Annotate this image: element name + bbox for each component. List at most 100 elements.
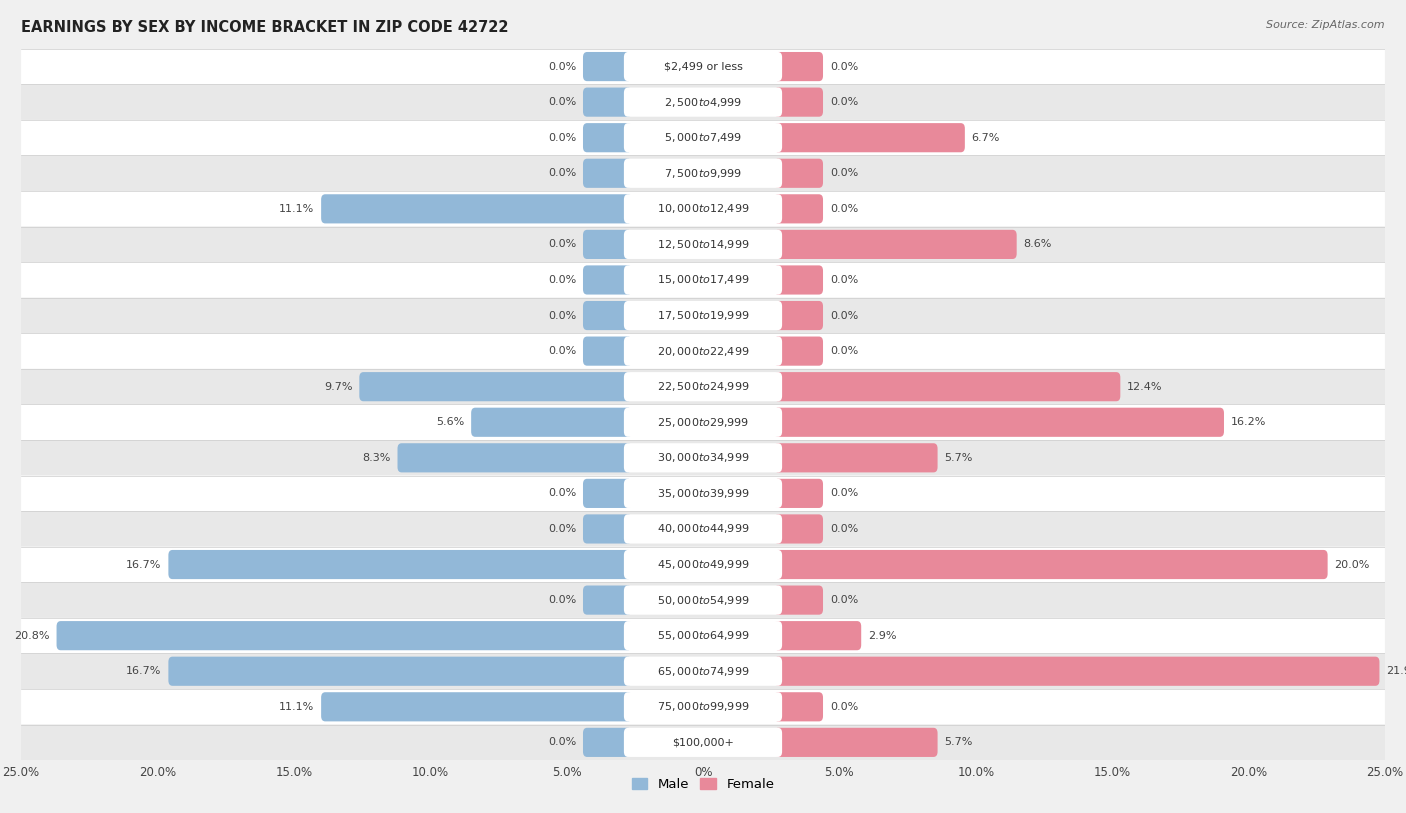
FancyBboxPatch shape xyxy=(21,618,1385,654)
FancyBboxPatch shape xyxy=(773,585,823,615)
Text: $55,000 to $64,999: $55,000 to $64,999 xyxy=(657,629,749,642)
Legend: Male, Female: Male, Female xyxy=(626,772,780,796)
FancyBboxPatch shape xyxy=(773,123,965,152)
FancyBboxPatch shape xyxy=(21,689,1385,724)
FancyBboxPatch shape xyxy=(21,298,1385,333)
FancyBboxPatch shape xyxy=(21,654,1385,689)
Text: $25,000 to $29,999: $25,000 to $29,999 xyxy=(657,415,749,428)
FancyBboxPatch shape xyxy=(624,230,782,259)
FancyBboxPatch shape xyxy=(624,372,782,402)
Text: 20.0%: 20.0% xyxy=(1334,559,1369,570)
FancyBboxPatch shape xyxy=(583,230,633,259)
Text: $12,500 to $14,999: $12,500 to $14,999 xyxy=(657,238,749,251)
Text: $65,000 to $74,999: $65,000 to $74,999 xyxy=(657,665,749,678)
Text: 0.0%: 0.0% xyxy=(830,702,858,712)
Text: 12.4%: 12.4% xyxy=(1128,381,1163,392)
FancyBboxPatch shape xyxy=(583,479,633,508)
Text: $20,000 to $22,499: $20,000 to $22,499 xyxy=(657,345,749,358)
FancyBboxPatch shape xyxy=(21,227,1385,262)
FancyBboxPatch shape xyxy=(624,657,782,686)
Text: 0.0%: 0.0% xyxy=(830,204,858,214)
FancyBboxPatch shape xyxy=(21,440,1385,476)
FancyBboxPatch shape xyxy=(21,582,1385,618)
FancyBboxPatch shape xyxy=(624,52,782,81)
FancyBboxPatch shape xyxy=(583,88,633,117)
Text: 0.0%: 0.0% xyxy=(830,168,858,178)
FancyBboxPatch shape xyxy=(169,657,633,686)
Text: $50,000 to $54,999: $50,000 to $54,999 xyxy=(657,593,749,606)
FancyBboxPatch shape xyxy=(583,337,633,366)
FancyBboxPatch shape xyxy=(624,443,782,472)
FancyBboxPatch shape xyxy=(583,728,633,757)
FancyBboxPatch shape xyxy=(21,191,1385,227)
Text: 0.0%: 0.0% xyxy=(548,524,576,534)
FancyBboxPatch shape xyxy=(624,585,782,615)
Text: 9.7%: 9.7% xyxy=(323,381,353,392)
Text: $5,000 to $7,499: $5,000 to $7,499 xyxy=(664,131,742,144)
FancyBboxPatch shape xyxy=(773,479,823,508)
FancyBboxPatch shape xyxy=(773,88,823,117)
FancyBboxPatch shape xyxy=(773,515,823,544)
FancyBboxPatch shape xyxy=(773,372,1121,402)
Text: 0.0%: 0.0% xyxy=(830,275,858,285)
FancyBboxPatch shape xyxy=(773,692,823,721)
Text: $22,500 to $24,999: $22,500 to $24,999 xyxy=(657,380,749,393)
FancyBboxPatch shape xyxy=(471,407,633,437)
Text: 0.0%: 0.0% xyxy=(830,595,858,605)
Text: 2.9%: 2.9% xyxy=(868,631,897,641)
Text: 0.0%: 0.0% xyxy=(548,311,576,320)
FancyBboxPatch shape xyxy=(773,728,938,757)
FancyBboxPatch shape xyxy=(773,159,823,188)
FancyBboxPatch shape xyxy=(21,333,1385,369)
FancyBboxPatch shape xyxy=(624,621,782,650)
Text: 6.7%: 6.7% xyxy=(972,133,1000,143)
FancyBboxPatch shape xyxy=(773,443,938,472)
Text: 0.0%: 0.0% xyxy=(830,489,858,498)
FancyBboxPatch shape xyxy=(624,301,782,330)
Text: 0.0%: 0.0% xyxy=(830,97,858,107)
FancyBboxPatch shape xyxy=(624,194,782,224)
Text: $7,500 to $9,999: $7,500 to $9,999 xyxy=(664,167,742,180)
FancyBboxPatch shape xyxy=(21,511,1385,547)
FancyBboxPatch shape xyxy=(21,547,1385,582)
FancyBboxPatch shape xyxy=(624,515,782,544)
FancyBboxPatch shape xyxy=(624,123,782,152)
Text: $35,000 to $39,999: $35,000 to $39,999 xyxy=(657,487,749,500)
Text: $2,499 or less: $2,499 or less xyxy=(664,62,742,72)
FancyBboxPatch shape xyxy=(21,155,1385,191)
Text: 0.0%: 0.0% xyxy=(548,239,576,250)
Text: 0.0%: 0.0% xyxy=(830,346,858,356)
FancyBboxPatch shape xyxy=(21,404,1385,440)
Text: 21.9%: 21.9% xyxy=(1386,666,1406,676)
Text: 5.6%: 5.6% xyxy=(436,417,464,428)
Text: $17,500 to $19,999: $17,500 to $19,999 xyxy=(657,309,749,322)
Text: $30,000 to $34,999: $30,000 to $34,999 xyxy=(657,451,749,464)
FancyBboxPatch shape xyxy=(773,52,823,81)
FancyBboxPatch shape xyxy=(21,49,1385,85)
FancyBboxPatch shape xyxy=(360,372,633,402)
Text: 11.1%: 11.1% xyxy=(278,204,315,214)
FancyBboxPatch shape xyxy=(773,337,823,366)
Text: 0.0%: 0.0% xyxy=(830,311,858,320)
FancyBboxPatch shape xyxy=(583,123,633,152)
Text: 16.2%: 16.2% xyxy=(1230,417,1267,428)
FancyBboxPatch shape xyxy=(773,194,823,224)
Text: 16.7%: 16.7% xyxy=(127,559,162,570)
FancyBboxPatch shape xyxy=(398,443,633,472)
Text: 11.1%: 11.1% xyxy=(278,702,315,712)
FancyBboxPatch shape xyxy=(21,724,1385,760)
Text: 0.0%: 0.0% xyxy=(548,489,576,498)
Text: 0.0%: 0.0% xyxy=(548,62,576,72)
Text: 5.7%: 5.7% xyxy=(945,737,973,747)
FancyBboxPatch shape xyxy=(169,550,633,579)
FancyBboxPatch shape xyxy=(624,692,782,721)
Text: 0.0%: 0.0% xyxy=(548,737,576,747)
FancyBboxPatch shape xyxy=(773,301,823,330)
FancyBboxPatch shape xyxy=(583,585,633,615)
Text: Source: ZipAtlas.com: Source: ZipAtlas.com xyxy=(1267,20,1385,30)
Text: 0.0%: 0.0% xyxy=(830,524,858,534)
Text: $45,000 to $49,999: $45,000 to $49,999 xyxy=(657,558,749,571)
Text: 20.8%: 20.8% xyxy=(14,631,49,641)
Text: $10,000 to $12,499: $10,000 to $12,499 xyxy=(657,202,749,215)
FancyBboxPatch shape xyxy=(624,337,782,366)
